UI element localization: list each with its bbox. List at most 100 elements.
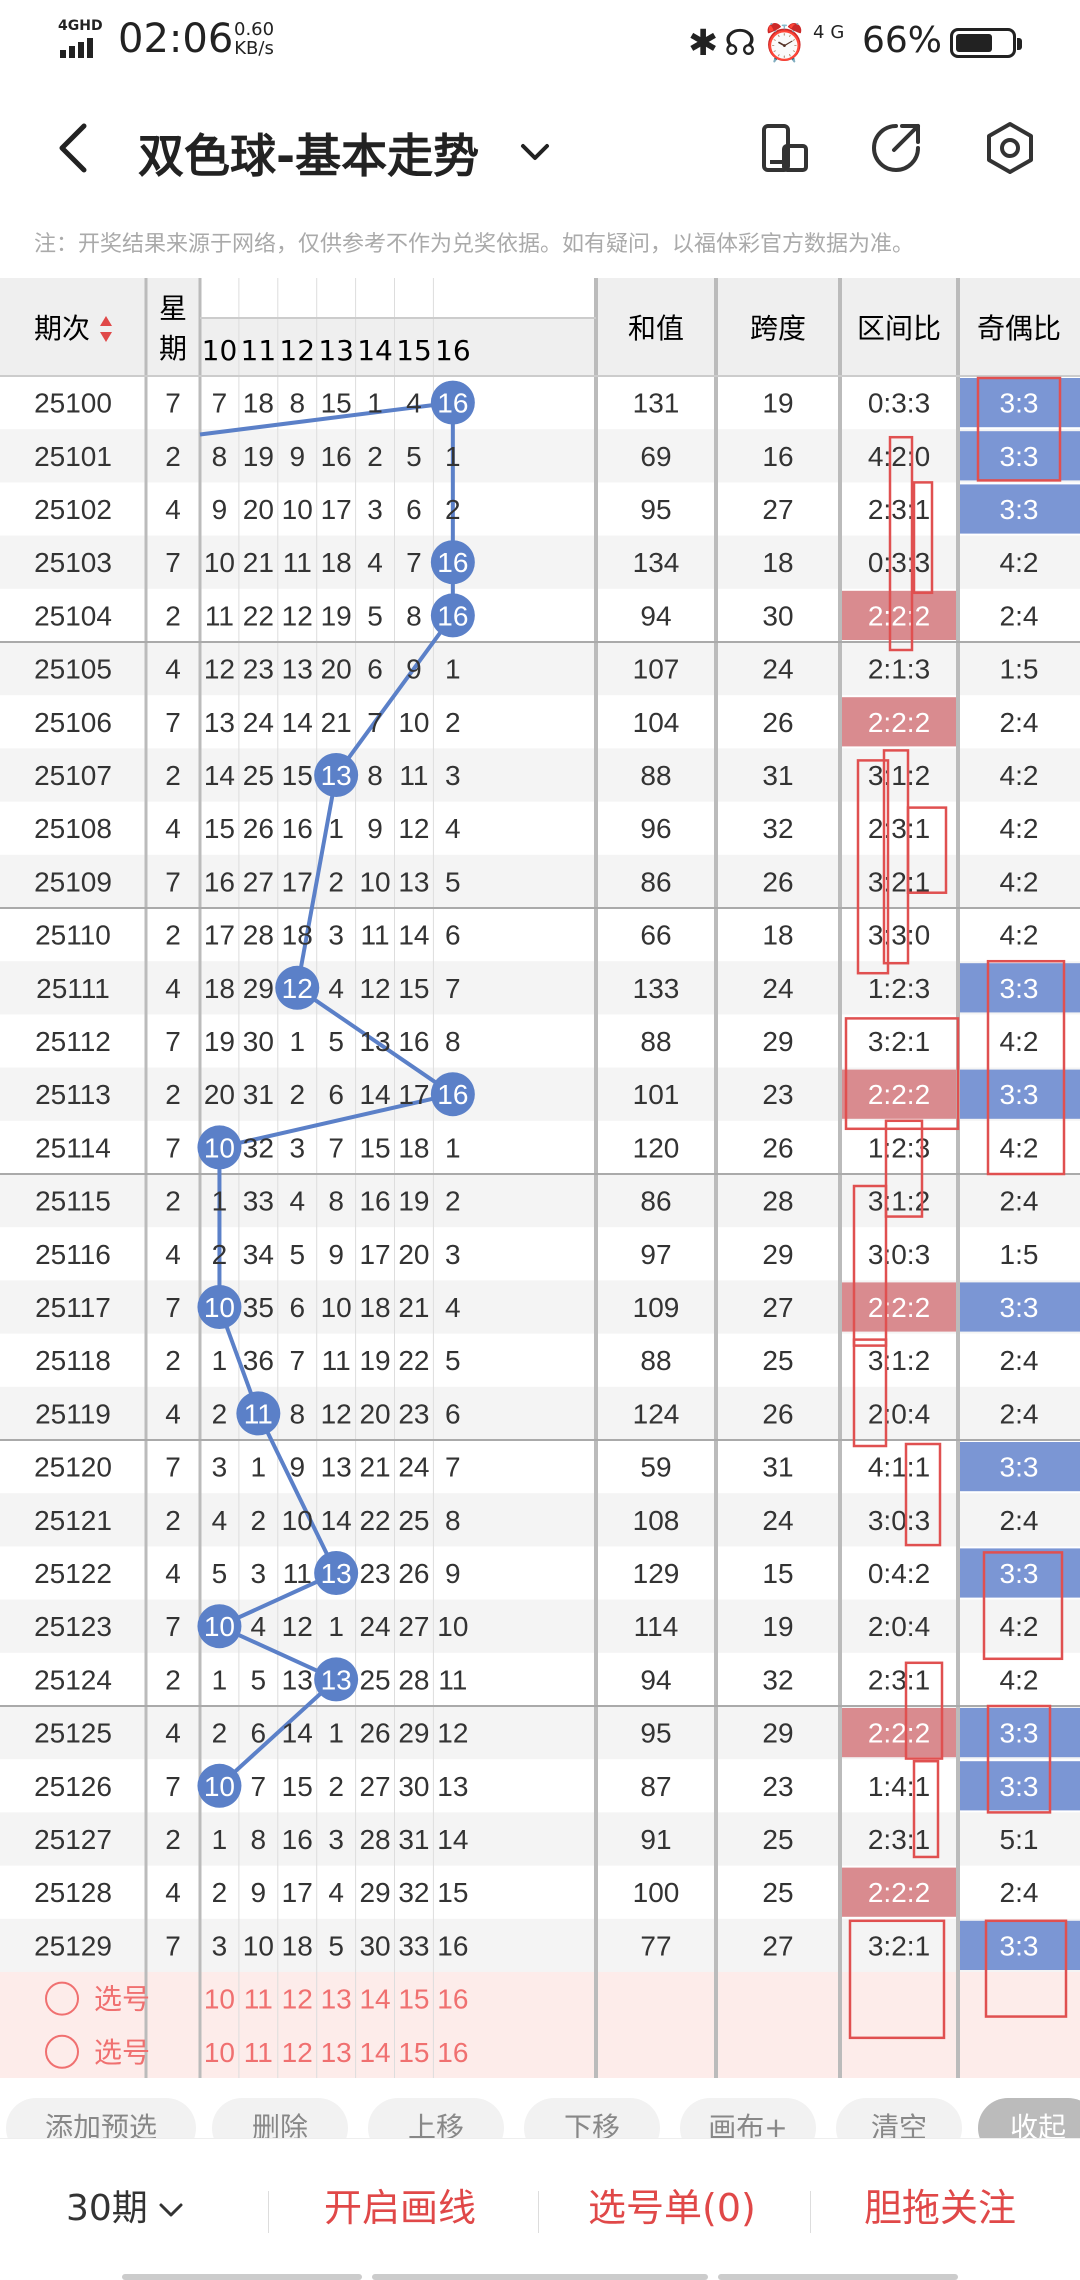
select-number[interactable]: 15 <box>398 1984 429 2015</box>
number-cell: 1 <box>251 1452 267 1483</box>
number-cell: 17 <box>398 1079 429 1110</box>
select-radio[interactable] <box>45 2034 79 2069</box>
selection-list-button[interactable]: 选号单(0) <box>588 2186 756 2230</box>
number-cell: 17 <box>321 494 352 525</box>
select-number[interactable]: 12 <box>282 2037 313 2068</box>
select-label[interactable]: 选号 <box>94 2036 150 2069</box>
number-cell: 24 <box>398 1452 429 1483</box>
annotation-box <box>982 1551 1064 1661</box>
select-number[interactable]: 12 <box>282 1984 313 2015</box>
select-number[interactable]: 14 <box>359 2037 390 2068</box>
number-cell: 11 <box>438 1664 467 1695</box>
annotation-box <box>844 1017 960 1131</box>
select-label[interactable]: 选号 <box>94 1983 150 2016</box>
header-sum[interactable]: 和值 <box>628 312 684 345</box>
number-cell: 27 <box>359 1771 390 1802</box>
period-selector[interactable]: 30期 <box>66 2179 184 2231</box>
weekday-cell: 4 <box>165 813 181 844</box>
span-cell: 28 <box>762 1186 793 1217</box>
sum-cell: 120 <box>633 1132 680 1163</box>
period-cell: 25113 <box>35 1079 111 1110</box>
number-cell: 7 <box>328 1132 344 1163</box>
action-button[interactable]: 删除 <box>212 2098 348 2138</box>
select-number[interactable]: 13 <box>321 2037 352 2068</box>
select-number[interactable]: 16 <box>437 1984 468 2015</box>
span-cell: 26 <box>762 707 793 738</box>
sum-cell: 133 <box>633 973 680 1004</box>
select-number[interactable]: 14 <box>359 1984 390 2015</box>
hit-ball <box>430 1072 475 1117</box>
zone-highlight <box>840 1867 958 1917</box>
number-cell: 5 <box>445 1345 461 1376</box>
select-number[interactable]: 15 <box>398 2037 429 2068</box>
hit-ball <box>197 1763 242 1808</box>
number-cell: 11 <box>361 920 390 951</box>
action-button[interactable]: 清空 <box>836 2098 962 2138</box>
zone-ratio-cell: 0:3:3 <box>868 547 930 578</box>
period-cell: 25122 <box>34 1558 112 1589</box>
number-cell: 25 <box>359 1664 390 1695</box>
select-number[interactable]: 10 <box>204 1984 235 2015</box>
zone-ratio-cell: 2:2:2 <box>868 707 930 738</box>
number-cell: 1 <box>445 441 461 472</box>
select-number[interactable]: 16 <box>437 2037 468 2068</box>
period-cell: 25109 <box>34 866 112 897</box>
odd-even-highlight <box>958 484 1080 534</box>
number-cell: 18 <box>243 388 274 419</box>
odd-even-cell: 1:5 <box>1000 1239 1039 1270</box>
number-cell: 12 <box>282 1611 313 1642</box>
header-span[interactable]: 跨度 <box>750 312 806 345</box>
status-icons: ✱☊⏰4G <box>688 22 850 64</box>
number-cell: 2 <box>212 1239 228 1270</box>
header-odd-even[interactable]: 奇偶比 <box>977 312 1061 345</box>
draw-lines-button[interactable]: 开启画线 <box>324 2186 477 2230</box>
number-cell: 28 <box>243 920 274 951</box>
select-number[interactable]: 11 <box>244 2037 273 2068</box>
sum-cell: 94 <box>640 1664 671 1695</box>
select-radio[interactable] <box>45 1981 79 2016</box>
period-cell: 25110 <box>35 920 111 951</box>
action-button[interactable]: 下移 <box>524 2098 660 2138</box>
sum-cell: 86 <box>640 866 671 897</box>
zone-ratio-cell: 2:3:1 <box>868 494 930 525</box>
number-cell: 18 <box>282 920 313 951</box>
chevron-down-icon[interactable] <box>515 132 555 172</box>
number-cell: 20 <box>359 1398 390 1429</box>
number-cell: 18 <box>282 1930 313 1961</box>
header-zone-ratio[interactable]: 区间比 <box>857 312 941 345</box>
odd-even-cell: 2:4 <box>1000 1345 1039 1376</box>
header-period[interactable]: 期次 <box>34 312 90 345</box>
span-cell: 32 <box>762 1664 793 1695</box>
page-title[interactable]: 双色球-基本走势 <box>138 129 480 183</box>
weekday-cell: 7 <box>165 1026 181 1057</box>
action-button[interactable]: 添加预选 <box>6 2098 196 2138</box>
phone-rotate-icon[interactable] <box>754 118 814 178</box>
number-cell: 7 <box>289 1345 305 1376</box>
period-cell: 25126 <box>34 1771 112 1802</box>
sort-down-icon[interactable] <box>100 332 112 342</box>
weekday-cell: 7 <box>165 1452 181 1483</box>
zone-ratio-cell: 1:4:1 <box>868 1771 930 1802</box>
weekday-cell: 2 <box>165 920 181 951</box>
action-button[interactable]: 画布+ <box>680 2098 816 2138</box>
weekday-cell: 4 <box>165 1398 181 1429</box>
number-cell: 4 <box>212 1505 228 1536</box>
follow-button[interactable]: 胆拖关注 <box>864 2186 1017 2230</box>
number-cell: 12 <box>321 1398 352 1429</box>
settings-icon[interactable] <box>980 118 1040 178</box>
back-arrow-icon[interactable] <box>50 118 100 178</box>
share-icon[interactable] <box>866 118 926 178</box>
number-cell: 31 <box>398 1824 429 1855</box>
number-cell: 16 <box>437 1930 468 1961</box>
number-cell: 10 <box>359 866 390 897</box>
span-cell: 27 <box>762 1930 793 1961</box>
select-number[interactable]: 10 <box>204 2037 235 2068</box>
sort-up-icon[interactable] <box>100 316 112 326</box>
select-number[interactable]: 11 <box>244 1984 273 2015</box>
period-cell: 25105 <box>34 654 112 685</box>
action-button[interactable]: 收起 <box>978 2098 1080 2138</box>
select-number[interactable]: 13 <box>321 1984 352 2015</box>
action-button[interactable]: 上移 <box>368 2098 504 2138</box>
period-cell: 25111 <box>36 973 110 1004</box>
